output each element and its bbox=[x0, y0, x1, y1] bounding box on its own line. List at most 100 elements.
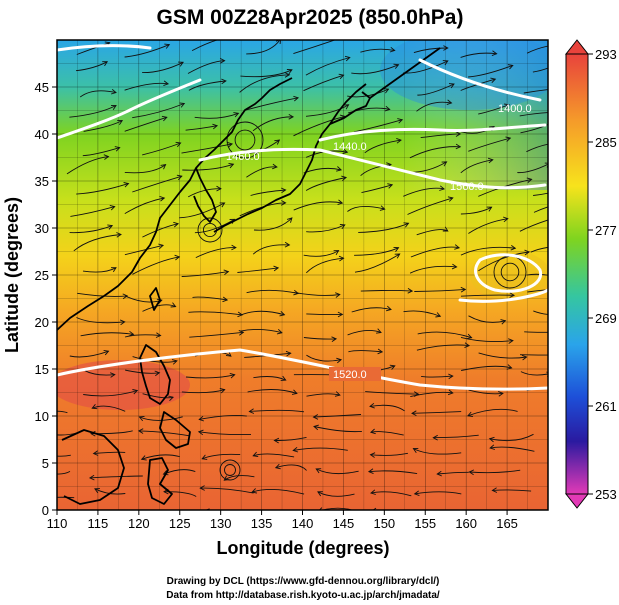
streamline-arrowhead bbox=[467, 411, 473, 417]
height-contours bbox=[57, 44, 548, 391]
contour-1440 bbox=[318, 123, 547, 142]
streamline-arrowhead bbox=[370, 489, 376, 495]
streamline bbox=[181, 271, 229, 277]
streamline bbox=[252, 116, 294, 132]
streamline-arrowhead bbox=[154, 370, 161, 377]
contour-labels: 1520.0 1460.0 1440.0 1400.0 1560.0 bbox=[226, 103, 532, 381]
streamline-arrowhead bbox=[221, 78, 227, 85]
contour-loop bbox=[474, 253, 543, 293]
streamline-arrowhead bbox=[170, 302, 177, 308]
streamline-arrowhead bbox=[411, 410, 417, 416]
streamline bbox=[142, 61, 184, 74]
x-tick-label: 145 bbox=[333, 516, 355, 531]
streamline-arrowhead bbox=[549, 217, 554, 222]
streamline bbox=[275, 464, 307, 471]
streamline bbox=[460, 52, 497, 58]
streamline bbox=[57, 454, 71, 457]
streamline-arrowhead bbox=[342, 35, 347, 40]
streamline bbox=[132, 103, 185, 119]
streamline-arrowhead bbox=[276, 328, 283, 335]
streamline bbox=[489, 433, 534, 442]
streamline-arrowhead bbox=[228, 162, 235, 169]
streamline-arrowhead bbox=[344, 55, 351, 62]
streamline-arrowhead bbox=[274, 463, 281, 470]
coastline-borneo bbox=[61, 429, 125, 505]
streamline-arrowhead bbox=[486, 206, 493, 212]
streamline-arrowhead bbox=[490, 77, 497, 84]
streamline-arrowhead bbox=[248, 408, 255, 414]
streamline-arrowhead bbox=[491, 50, 498, 57]
streamline-arrowhead bbox=[509, 292, 516, 298]
streamline bbox=[517, 163, 548, 174]
streamline-arrowhead bbox=[114, 146, 121, 152]
streamline bbox=[305, 177, 347, 191]
streamline-arrowhead bbox=[92, 450, 99, 456]
streamline bbox=[519, 112, 548, 117]
streamline bbox=[243, 97, 299, 112]
streamline-arrowhead bbox=[274, 139, 281, 145]
streamline bbox=[75, 61, 108, 72]
streamline-arrowhead bbox=[34, 450, 39, 455]
streamline bbox=[82, 147, 120, 157]
streamline bbox=[347, 330, 382, 336]
streamline-arrowhead bbox=[230, 34, 235, 39]
streamline bbox=[57, 432, 77, 436]
streamline-arrowhead bbox=[201, 454, 208, 460]
x-tick-label: 125 bbox=[169, 516, 191, 531]
streamline-arrowhead bbox=[280, 375, 287, 381]
streamline bbox=[188, 311, 243, 316]
streamline-arrowhead bbox=[171, 359, 178, 365]
y-axis-ticks: 0 5 10 15 20 25 30 35 40 45 bbox=[35, 80, 57, 518]
streamline bbox=[182, 163, 234, 171]
streamline bbox=[306, 224, 345, 233]
streamline-arrowhead bbox=[504, 103, 510, 109]
streamline bbox=[200, 487, 254, 494]
streamline bbox=[533, 206, 548, 213]
streamline bbox=[409, 265, 457, 274]
x-axis-label: Longitude (degrees) bbox=[216, 538, 389, 558]
streamline bbox=[460, 336, 513, 343]
coastline-korea bbox=[193, 167, 217, 223]
streamline-arrowhead bbox=[508, 338, 514, 344]
x-tick-label: 130 bbox=[210, 516, 232, 531]
streamline bbox=[76, 317, 125, 324]
streamline bbox=[195, 247, 236, 259]
streamline bbox=[124, 164, 166, 174]
streamline bbox=[461, 365, 512, 371]
streamline bbox=[353, 119, 403, 133]
coastline-hokkaido bbox=[329, 91, 371, 125]
streamline bbox=[125, 369, 160, 374]
streamline bbox=[433, 434, 479, 439]
streamline-arrowhead bbox=[273, 265, 280, 272]
colorbar-tick-label: 285 bbox=[595, 135, 617, 150]
streamline-arrowhead bbox=[389, 364, 396, 370]
streamline bbox=[181, 389, 225, 394]
streamline-arrowhead bbox=[342, 148, 349, 155]
circulation-loop-inner bbox=[224, 464, 236, 476]
streamline-arrowhead bbox=[103, 154, 110, 160]
streamline-arrowhead bbox=[111, 267, 117, 273]
streamline bbox=[240, 310, 285, 316]
streamline-arrowhead bbox=[376, 328, 382, 334]
streamline-arrowhead bbox=[286, 69, 293, 75]
streamline bbox=[467, 408, 518, 417]
streamline bbox=[293, 447, 348, 451]
streamline-arrowhead bbox=[222, 296, 229, 303]
streamline bbox=[360, 48, 395, 53]
coastline-japan bbox=[213, 83, 367, 233]
streamline-arrowhead bbox=[369, 402, 375, 409]
colorbar-ticks: 293 285 277 269 261 253 bbox=[588, 47, 617, 502]
streamline bbox=[142, 304, 176, 312]
streamline-arrowhead bbox=[336, 357, 343, 364]
coastline-taiwan bbox=[149, 287, 161, 311]
streamline bbox=[163, 491, 197, 497]
colorbar-tick-label: 277 bbox=[595, 223, 617, 238]
streamline-arrowhead bbox=[312, 414, 319, 420]
streamline bbox=[492, 489, 532, 492]
streamline bbox=[305, 104, 349, 117]
streamline bbox=[421, 375, 453, 378]
streamline bbox=[416, 229, 449, 236]
streamline bbox=[73, 234, 122, 252]
streamline bbox=[526, 45, 548, 54]
streamline-arrowhead bbox=[175, 141, 182, 148]
